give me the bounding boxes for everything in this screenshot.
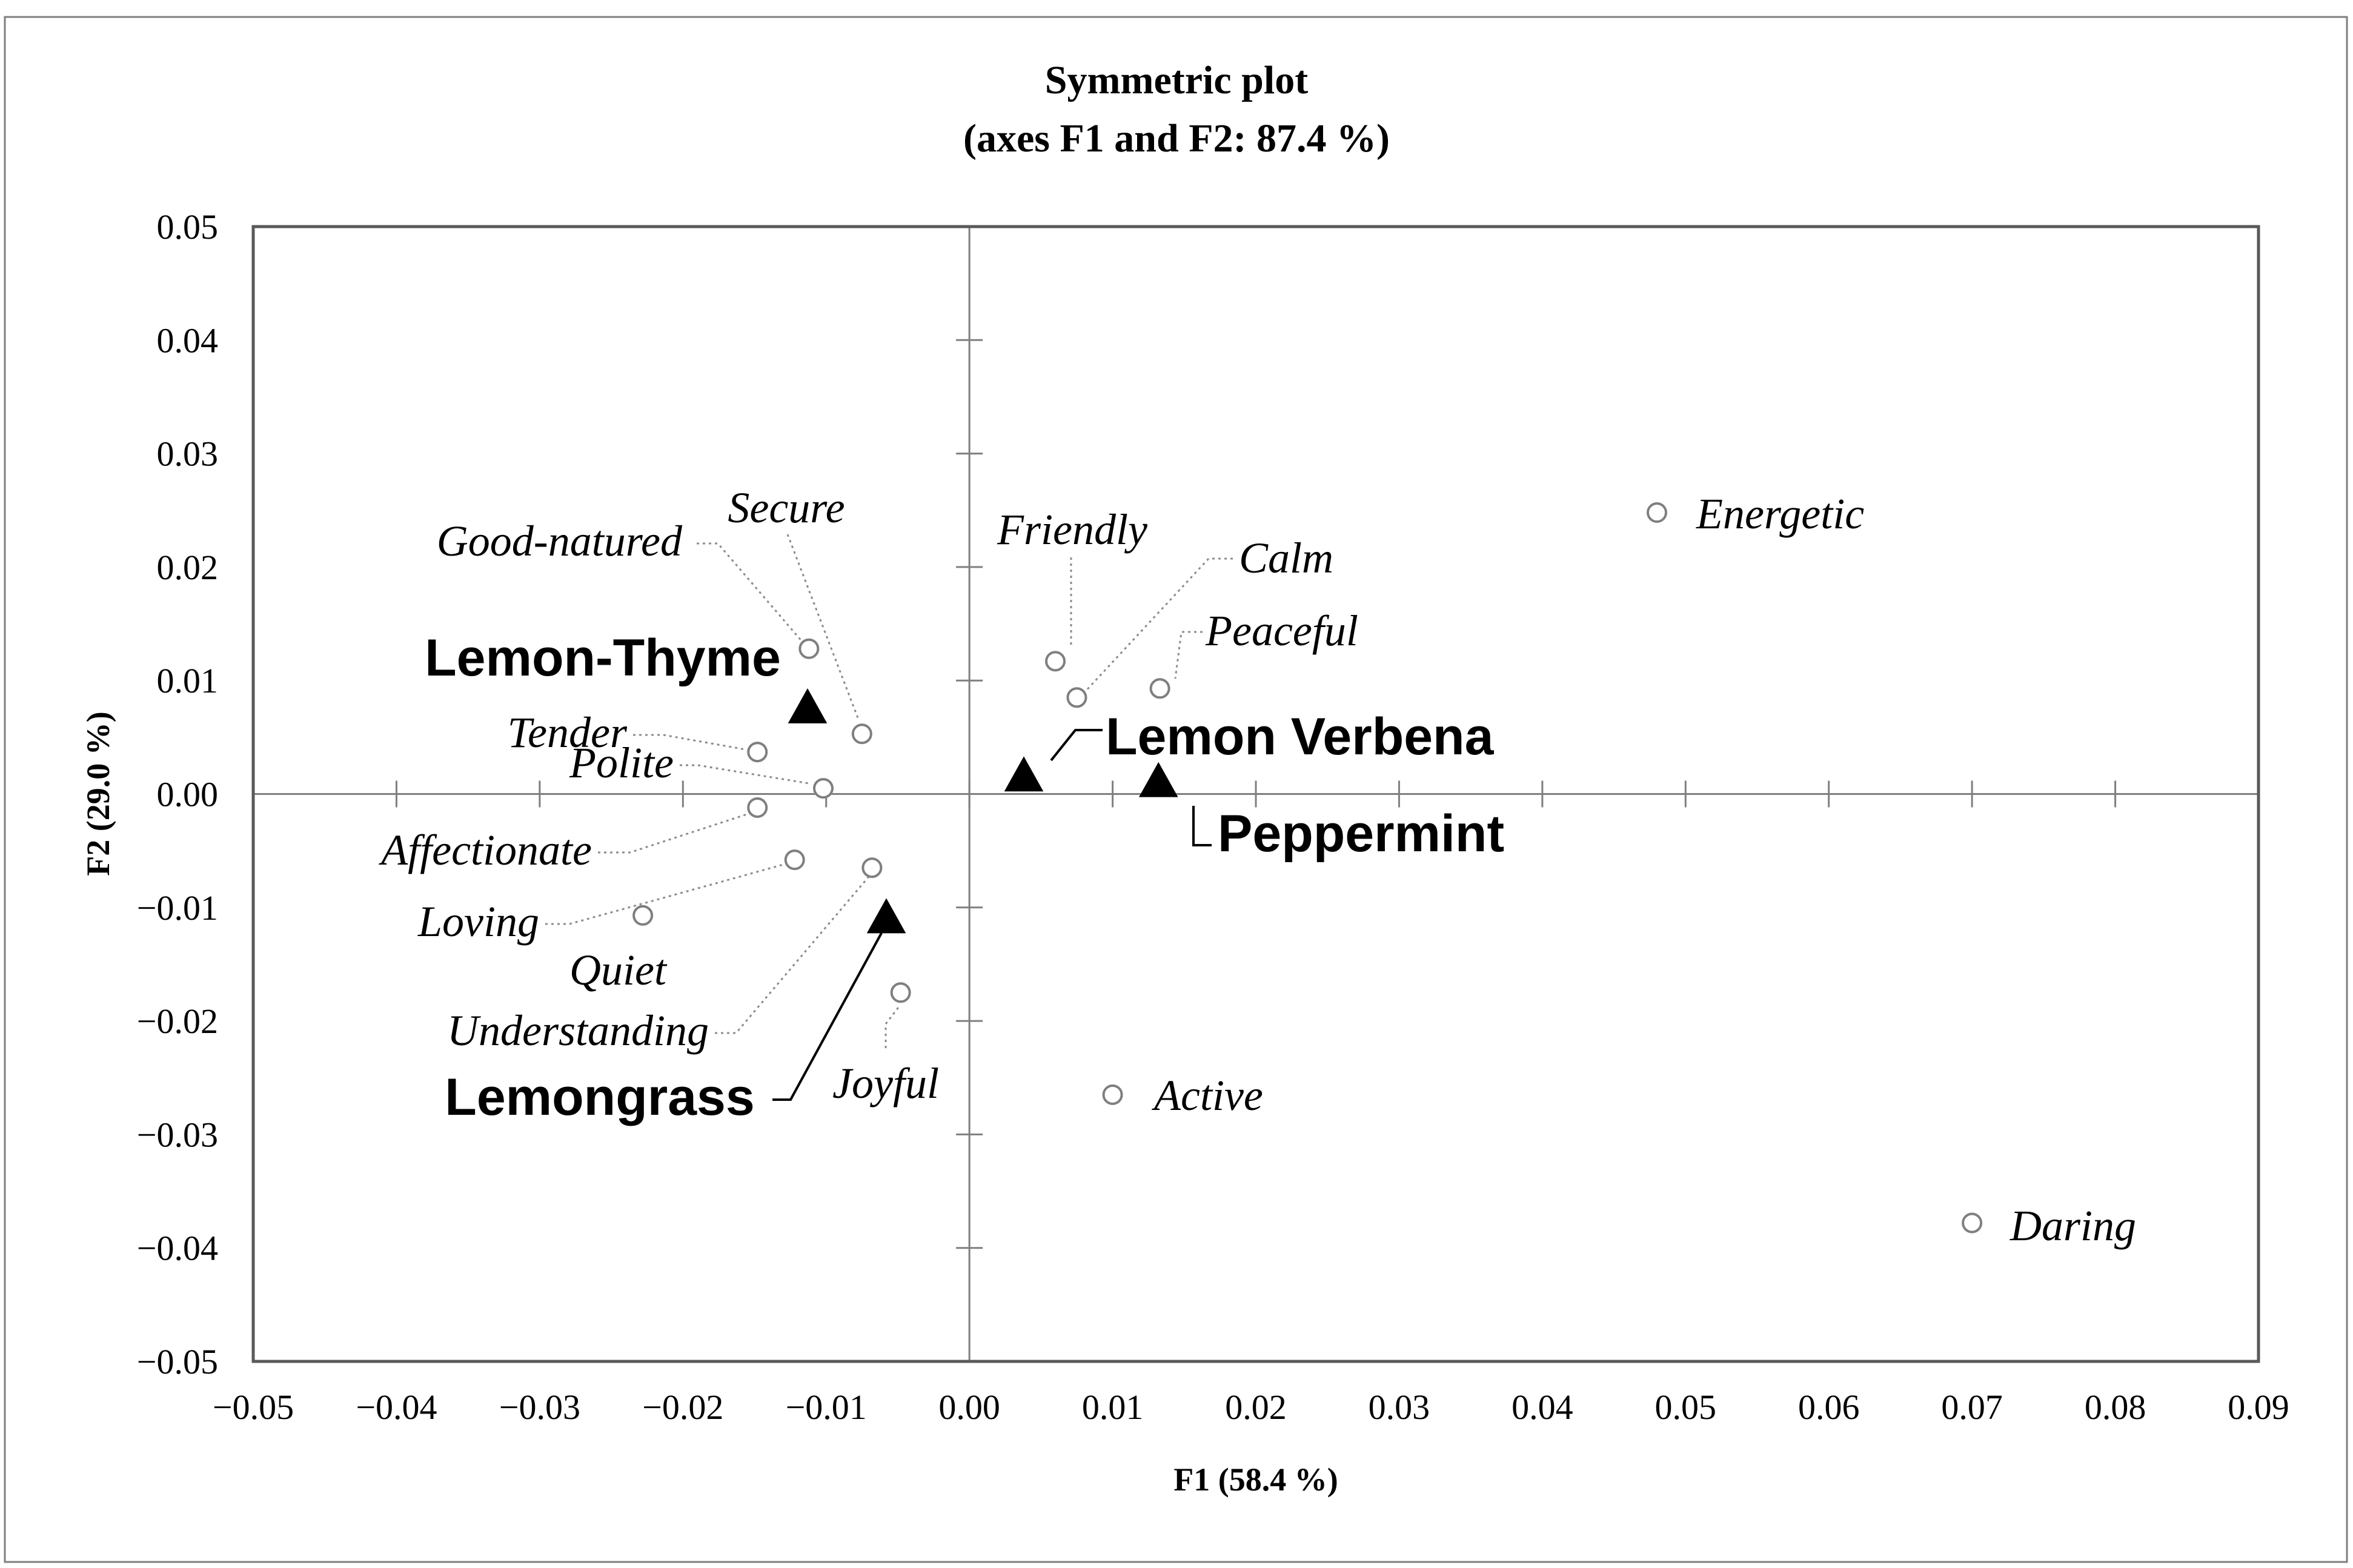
x-tick-label: 0.07 <box>1941 1387 2003 1427</box>
point-label-calm: Calm <box>1239 534 1333 582</box>
x-tick-label: −0.05 <box>213 1387 294 1427</box>
x-tick-label: 0.09 <box>2228 1387 2289 1427</box>
sample-label-lemon-thyme: Lemon-Thyme <box>425 629 781 687</box>
leader-line-calm <box>1082 557 1233 695</box>
x-tick-label: −0.03 <box>499 1387 580 1427</box>
y-tick-label: 0.02 <box>157 548 219 587</box>
point-label-daring: Daring <box>2010 1201 2136 1250</box>
x-tick-label: 0.06 <box>1798 1387 1860 1427</box>
point-label-quiet: Quiet <box>569 946 668 994</box>
leader-line-tender <box>633 734 746 751</box>
point-marker-polite <box>812 778 834 799</box>
x-tick-label: 0.01 <box>1082 1387 1144 1427</box>
sample-label-lemongrass: Lemongrass <box>445 1068 754 1126</box>
point-marker-calm <box>1066 687 1087 708</box>
y-tick-label: 0.00 <box>157 775 219 814</box>
point-label-active: Active <box>1152 1071 1263 1120</box>
x-tick-label: −0.04 <box>356 1387 437 1427</box>
point-label-secure: Secure <box>728 483 845 532</box>
point-label-energetic: Energetic <box>1696 490 1864 538</box>
point-marker-joyful <box>890 982 911 1003</box>
chart-frame <box>4 16 2348 1563</box>
chart-title: Symmetric plot <box>1045 58 1308 102</box>
y-tick-label: −0.04 <box>137 1229 218 1268</box>
point-marker-understanding <box>861 857 883 879</box>
data-labels: Energetic Daring Active Friendly Calm Peacefu… <box>379 483 2136 1250</box>
point-marker-friendly <box>1045 651 1066 672</box>
sample-label-peppermint: Peppermint <box>1218 805 1504 863</box>
leader-line-loving <box>545 862 788 925</box>
point-marker-affectionate <box>747 797 768 818</box>
point-marker-daring <box>1962 1212 1983 1234</box>
point-label-affectionate: Affectionate <box>379 826 592 874</box>
point-marker-quiet <box>632 905 654 926</box>
point-marker-active <box>1102 1084 1123 1105</box>
plot-area-border <box>251 225 2260 1363</box>
point-marker-peaceful <box>1149 678 1170 699</box>
y-tick-label: −0.05 <box>137 1342 218 1381</box>
x-tick-label: −0.02 <box>642 1387 723 1427</box>
triangle-marker-peppermint <box>1138 762 1178 797</box>
data-markers <box>632 502 1983 1234</box>
sample-label-lemon-verbena: Lemon Verbena <box>1106 708 1495 766</box>
point-marker-good-natured <box>798 638 820 659</box>
x-tick-label: −0.01 <box>786 1387 867 1427</box>
point-label-friendly: Friendly <box>997 505 1147 554</box>
point-label-tender: Tender <box>508 708 628 757</box>
x-tick-label: 0.03 <box>1369 1387 1430 1427</box>
leader-line-good-natured <box>697 542 804 643</box>
triangle-marker-lemon-verbena <box>1004 756 1044 792</box>
y-tick-label: −0.03 <box>137 1115 218 1154</box>
y-tick-label: 0.05 <box>157 207 219 247</box>
point-marker-energetic <box>1647 502 1667 523</box>
leader-line-joyful <box>884 1005 901 1048</box>
x-axis-title: F1 (58.4 %) <box>1173 1461 1338 1498</box>
triangle-marker-lemongrass <box>866 898 906 934</box>
x-tick-label: 0.05 <box>1655 1387 1717 1427</box>
point-label-good-natured: Good-natured <box>437 517 683 565</box>
y-tick-label: 0.04 <box>157 321 219 360</box>
triangle-marker-lemon-thyme <box>788 688 828 723</box>
leader-line-peppermint <box>1192 806 1212 846</box>
leader-lines <box>545 534 1233 1101</box>
point-marker-loving <box>784 849 805 871</box>
y-tick-label: 0.01 <box>157 661 219 700</box>
axes: −0.05 −0.04 −0.03 −0.02 −0.01 0.00 0.01 0.02 0.0… <box>137 207 2289 1427</box>
point-label-polite: Polite <box>569 739 674 787</box>
x-tick-label: 0.08 <box>2085 1387 2146 1427</box>
leader-line-affectionate <box>598 811 755 854</box>
point-label-peaceful: Peaceful <box>1205 606 1358 655</box>
chart-subtitle: (axes F1 and F2: 87.4 %) <box>963 116 1390 161</box>
point-marker-secure <box>851 723 872 745</box>
x-tick-label: 0.02 <box>1225 1387 1287 1427</box>
leader-line-lemongrass <box>772 932 883 1101</box>
leader-line-peaceful <box>1174 631 1203 679</box>
leader-line-lemon-verbena <box>1050 729 1103 762</box>
y-tick-label: −0.01 <box>137 888 218 928</box>
leader-line-understanding <box>715 872 874 1034</box>
x-tick-label: 0.04 <box>1512 1387 1573 1427</box>
point-label-understanding: Understanding <box>447 1006 709 1055</box>
point-label-joyful: Joyful <box>832 1059 939 1108</box>
x-tick-label: 0.00 <box>938 1387 1000 1427</box>
point-marker-tender <box>747 742 768 763</box>
y-tick-label: −0.02 <box>137 1002 218 1041</box>
y-axis-title: F2 (29.0 %) <box>80 711 116 875</box>
y-tick-label: 0.03 <box>157 434 219 474</box>
leader-line-polite <box>680 764 809 785</box>
point-label-loving: Loving <box>417 897 539 946</box>
